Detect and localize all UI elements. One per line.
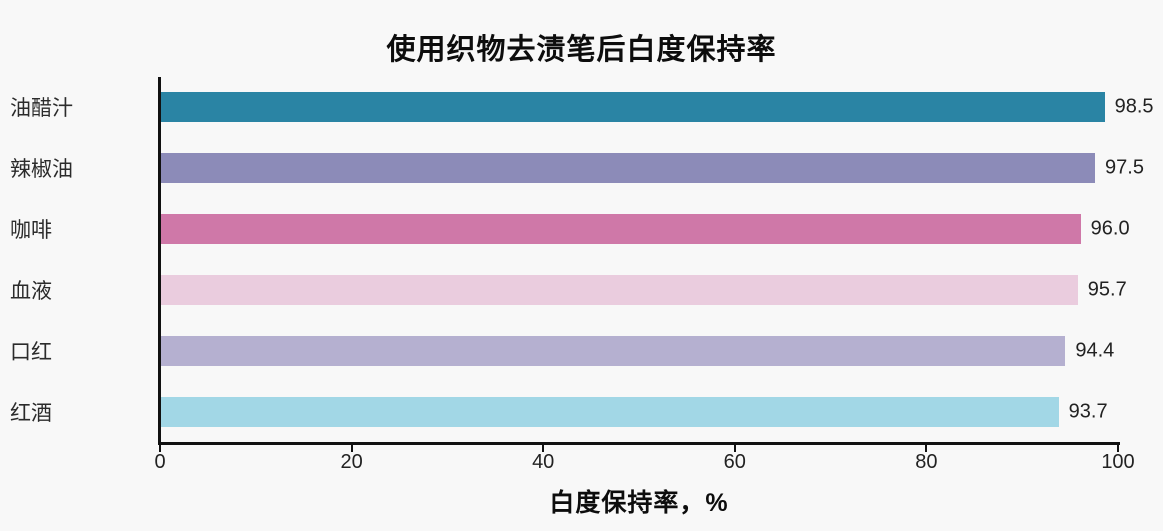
x-axis-tick-label: 20 — [340, 451, 363, 473]
bar — [161, 274, 1078, 305]
bar — [161, 335, 1066, 366]
bar-value-label: 97.5 — [1105, 156, 1144, 179]
x-axis-title: 白度保持率，% — [549, 489, 729, 517]
x-axis-tick — [159, 445, 161, 452]
x-axis-line — [158, 442, 1120, 445]
x-axis-tick-label: 0 — [154, 451, 166, 473]
bar-value-label: 98.5 — [1114, 95, 1154, 118]
y-axis-line — [158, 77, 161, 445]
x-axis-tick-label: 100 — [1101, 451, 1135, 473]
bar — [161, 396, 1059, 427]
bar-value-label: 96.0 — [1090, 217, 1130, 240]
x-axis-tick-label: 80 — [915, 451, 938, 473]
x-axis-tick — [1117, 445, 1119, 452]
bar-value-label: 94.4 — [1075, 339, 1115, 362]
bar — [161, 214, 1081, 245]
x-axis-tick — [733, 445, 736, 452]
x-axis-tick — [925, 445, 928, 452]
category-label: 油醋汁 — [10, 97, 73, 121]
category-label: 口红 — [10, 340, 52, 364]
category-label: 辣椒油 — [10, 158, 73, 182]
x-axis-tick — [542, 445, 545, 452]
category-label: 红酒 — [10, 401, 52, 425]
chart-title: 使用织物去渍笔后白度保持率 — [386, 34, 777, 66]
x-axis-tick — [350, 445, 353, 452]
bar-value-label: 93.7 — [1068, 400, 1108, 423]
category-label: 咖啡 — [10, 219, 52, 243]
category-label: 血液 — [10, 279, 52, 303]
bar — [161, 92, 1105, 123]
bar-value-label: 95.7 — [1087, 278, 1127, 301]
x-axis-tick-label: 40 — [532, 451, 555, 473]
x-axis-tick-label: 60 — [723, 451, 746, 473]
bar — [161, 153, 1096, 184]
